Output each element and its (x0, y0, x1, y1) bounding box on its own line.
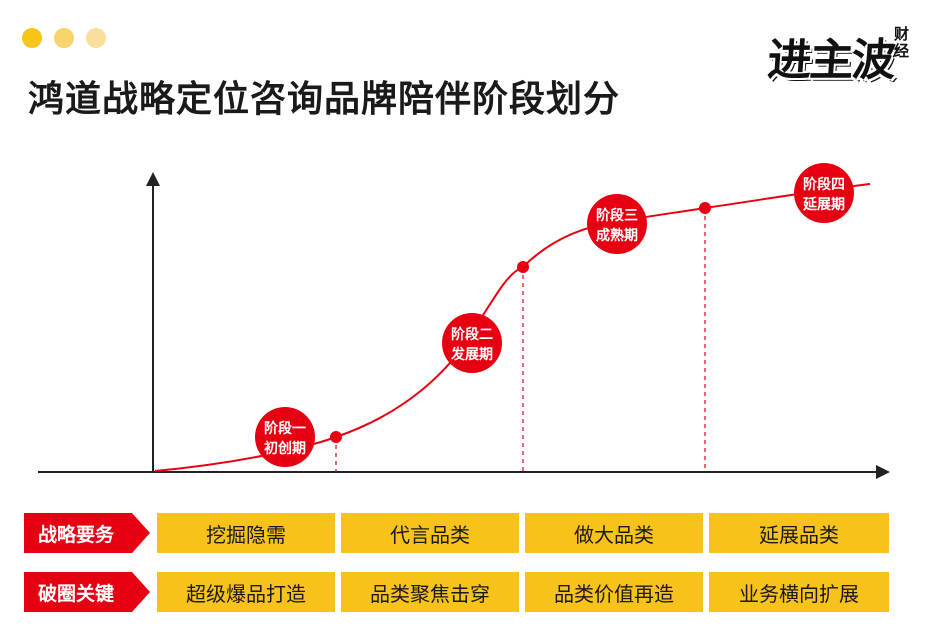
stage-1-line1: 阶段一 (264, 420, 306, 437)
row1-cell-3: 做大品类 (525, 513, 703, 553)
stage-1-line2: 初创期 (264, 440, 306, 457)
row1-cell-2: 代言品类 (341, 513, 519, 553)
row2-cell-3: 品类价值再造 (525, 572, 703, 612)
window-dot-2 (54, 28, 74, 48)
stage-4-line2: 延展期 (802, 196, 845, 213)
brand-logo: 进主波 财经 (766, 20, 926, 87)
stage-2-line1: 阶段二 (451, 326, 493, 343)
row1-cell-1: 挖掘隐需 (157, 513, 335, 553)
row-label: 战略要务 (24, 513, 150, 553)
window-dot-3 (86, 28, 106, 48)
window-dots (22, 28, 106, 48)
stage-3-line1: 阶段三 (596, 207, 638, 224)
x-axis-arrow (876, 465, 890, 479)
stage-3-line2: 成熟期 (596, 227, 638, 244)
window-dot-1 (22, 28, 42, 48)
row2-cell-4: 业务横向扩展 (709, 572, 889, 612)
y-axis-arrow (146, 172, 160, 186)
stage-2-line2: 发展期 (450, 346, 493, 363)
stage-badge-4: 阶段四 延展期 (794, 163, 854, 223)
row2-cell-2: 品类聚焦击穿 (341, 572, 519, 612)
curve-marker-3 (699, 202, 711, 214)
row2-cell-1: 超级爆品打造 (157, 572, 335, 612)
page-title: 鸿道战略定位咨询品牌陪伴阶段划分 (28, 79, 621, 120)
stage-badge-1: 阶段一 初创期 (255, 407, 315, 467)
curve-marker-2 (517, 261, 529, 273)
stage-badge-3: 阶段三 成熟期 (587, 194, 647, 254)
stage-badge-2: 阶段二 发展期 (442, 313, 502, 373)
row1-cell-4: 延展品类 (709, 513, 889, 553)
stage-4-line1: 阶段四 (803, 176, 845, 193)
logo-sub-text: 财经 (894, 25, 910, 60)
row-label: 破圈关键 (24, 572, 150, 612)
curve-marker-1 (330, 431, 342, 443)
